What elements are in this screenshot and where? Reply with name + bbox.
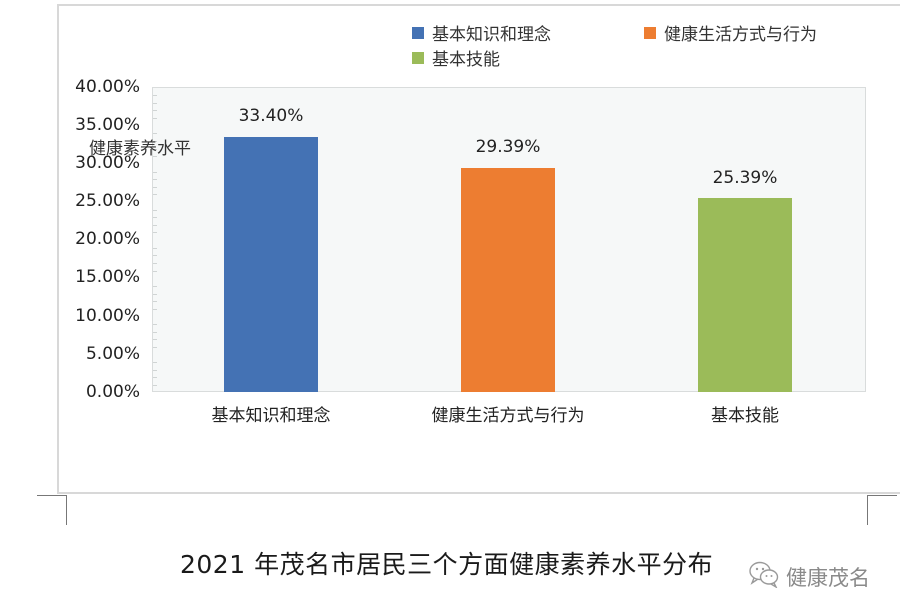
y-tick-label: 10.00% (75, 306, 140, 326)
x-category-label: 基本知识和理念 (211, 406, 331, 426)
minor-tick (153, 271, 157, 272)
bar-value-label: 33.40% (238, 106, 304, 126)
minor-tick (153, 377, 157, 378)
watermark-text: 健康茂名 (786, 565, 870, 590)
legend-label: 基本技能 (432, 50, 500, 70)
legend-swatch-orange (644, 26, 656, 39)
y-tick-label: 0.00% (85, 382, 140, 402)
minor-tick (153, 385, 157, 386)
bar-value-label: 25.39% (712, 168, 778, 188)
legend-swatch-blue (412, 26, 424, 39)
minor-tick (153, 370, 157, 371)
minor-tick (153, 133, 157, 134)
y-tick-label: 15.00% (75, 267, 140, 287)
minor-tick (153, 332, 157, 333)
minor-tick (153, 217, 157, 218)
chart-frame (57, 4, 900, 494)
y-tick-label: 5.00% (85, 344, 140, 364)
y-tick-label: 40.00% (75, 77, 140, 97)
y-tick-label: 20.00% (75, 229, 140, 249)
minor-tick (153, 232, 157, 233)
x-category-label: 健康生活方式与行为 (431, 406, 585, 426)
minor-tick (153, 210, 157, 211)
legend-label: 健康生活方式与行为 (664, 25, 817, 45)
legend-item-knowledge: 基本知识和理念 (412, 20, 551, 45)
minor-tick (153, 286, 157, 287)
minor-tick (153, 179, 157, 180)
minor-tick (153, 149, 157, 150)
bar-value-label: 29.39% (475, 137, 541, 157)
minor-tick (153, 263, 157, 264)
minor-tick (153, 347, 157, 348)
crop-mark-right-h (867, 495, 897, 496)
crop-mark-left-h (37, 495, 67, 496)
minor-tick (153, 324, 157, 325)
minor-tick (153, 103, 157, 104)
x-category-label: 基本技能 (711, 406, 779, 426)
minor-tick (153, 141, 157, 142)
minor-tick (153, 156, 157, 157)
legend-swatch-green (412, 51, 424, 64)
y-axis-title: 健康素养水平 (89, 139, 191, 159)
minor-tick (153, 255, 157, 256)
minor-tick (153, 194, 157, 195)
legend-item-skills: 基本技能 (412, 45, 500, 70)
minor-tick (153, 110, 157, 111)
figure-caption: 2021 年茂名市居民三个方面健康素养水平分布 (180, 550, 714, 579)
watermark: 健康茂名 (748, 560, 870, 593)
minor-tick (153, 294, 157, 295)
y-tick-label: 25.00% (75, 191, 140, 211)
y-tick-label: 30.00% (75, 153, 140, 173)
wechat-icon (748, 560, 780, 593)
minor-tick (153, 301, 157, 302)
legend-label: 基本知识和理念 (432, 25, 551, 45)
bar-lifestyle (461, 168, 555, 392)
minor-tick (153, 187, 157, 188)
minor-tick (153, 309, 157, 310)
y-tick-label: 35.00% (75, 115, 140, 135)
bar-skills (698, 198, 792, 392)
minor-tick (153, 339, 157, 340)
minor-tick (153, 225, 157, 226)
crop-mark-right-v (867, 495, 868, 525)
minor-tick (153, 248, 157, 249)
minor-tick (153, 118, 157, 119)
bar-knowledge (224, 137, 318, 392)
minor-tick (153, 172, 157, 173)
legend-item-lifestyle: 健康生活方式与行为 (644, 20, 817, 45)
minor-tick (153, 362, 157, 363)
crop-mark-left-v (66, 495, 67, 525)
minor-tick (153, 95, 157, 96)
